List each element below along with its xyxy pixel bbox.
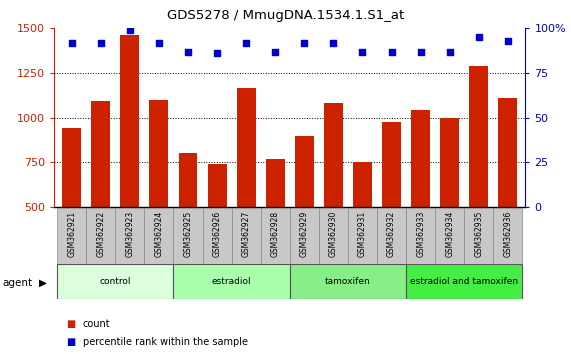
FancyBboxPatch shape [261, 208, 289, 264]
FancyBboxPatch shape [348, 208, 377, 264]
Text: ■: ■ [66, 337, 75, 347]
Text: control: control [99, 277, 131, 286]
Point [475, 34, 484, 40]
Bar [120, 35, 139, 207]
Point [242, 40, 251, 45]
Bar [469, 66, 488, 207]
Text: GSM362925: GSM362925 [183, 211, 192, 257]
Point [212, 51, 222, 56]
Text: GSM362923: GSM362923 [126, 211, 134, 257]
FancyBboxPatch shape [57, 208, 86, 264]
Point [125, 27, 134, 33]
Text: ■: ■ [66, 319, 75, 329]
Bar [208, 164, 227, 207]
FancyBboxPatch shape [435, 208, 464, 264]
FancyBboxPatch shape [319, 208, 348, 264]
Bar [237, 88, 256, 207]
Point [503, 38, 512, 44]
Text: percentile rank within the sample: percentile rank within the sample [83, 337, 248, 347]
Point [358, 49, 367, 55]
Bar [440, 118, 459, 207]
Text: ▶: ▶ [39, 278, 47, 288]
Point [445, 49, 455, 55]
Point [387, 49, 396, 55]
Text: GSM362927: GSM362927 [242, 211, 251, 257]
Text: GSM362922: GSM362922 [96, 211, 105, 257]
Bar [324, 103, 343, 207]
FancyBboxPatch shape [377, 208, 406, 264]
FancyBboxPatch shape [289, 264, 406, 299]
FancyBboxPatch shape [203, 208, 232, 264]
Text: GSM362935: GSM362935 [475, 211, 483, 257]
FancyBboxPatch shape [57, 264, 174, 299]
Point [96, 40, 105, 45]
Point [154, 40, 163, 45]
FancyBboxPatch shape [406, 264, 522, 299]
Bar [295, 136, 314, 207]
Point [329, 40, 338, 45]
FancyBboxPatch shape [115, 208, 144, 264]
Text: GDS5278 / MmugDNA.1534.1.S1_at: GDS5278 / MmugDNA.1534.1.S1_at [167, 9, 404, 22]
Bar [62, 129, 81, 207]
Bar [91, 101, 110, 207]
Text: count: count [83, 319, 110, 329]
Bar [150, 100, 168, 207]
Text: agent: agent [3, 278, 33, 288]
FancyBboxPatch shape [232, 208, 261, 264]
Bar [353, 161, 372, 207]
Text: GSM362921: GSM362921 [67, 211, 76, 257]
FancyBboxPatch shape [464, 208, 493, 264]
Bar [498, 98, 517, 207]
FancyBboxPatch shape [144, 208, 174, 264]
Bar [382, 122, 401, 207]
Text: GSM362930: GSM362930 [329, 211, 338, 257]
Point [183, 49, 192, 55]
FancyBboxPatch shape [406, 208, 435, 264]
FancyBboxPatch shape [493, 208, 522, 264]
Bar [266, 159, 285, 207]
FancyBboxPatch shape [174, 264, 289, 299]
Bar [179, 154, 198, 207]
Text: GSM362932: GSM362932 [387, 211, 396, 257]
Text: GSM362928: GSM362928 [271, 211, 280, 257]
Text: GSM362931: GSM362931 [358, 211, 367, 257]
Point [67, 40, 77, 45]
FancyBboxPatch shape [174, 208, 203, 264]
Text: estradiol: estradiol [212, 277, 251, 286]
Text: estradiol and tamoxifen: estradiol and tamoxifen [410, 277, 518, 286]
Bar [411, 110, 430, 207]
Text: GSM362936: GSM362936 [504, 211, 512, 257]
Text: tamoxifen: tamoxifen [325, 277, 371, 286]
Text: GSM362924: GSM362924 [154, 211, 163, 257]
Point [300, 40, 309, 45]
Point [416, 49, 425, 55]
Point [271, 49, 280, 55]
Text: GSM362929: GSM362929 [300, 211, 309, 257]
Text: GSM362933: GSM362933 [416, 211, 425, 257]
FancyBboxPatch shape [289, 208, 319, 264]
Text: GSM362934: GSM362934 [445, 211, 454, 257]
Text: GSM362926: GSM362926 [212, 211, 222, 257]
FancyBboxPatch shape [86, 208, 115, 264]
